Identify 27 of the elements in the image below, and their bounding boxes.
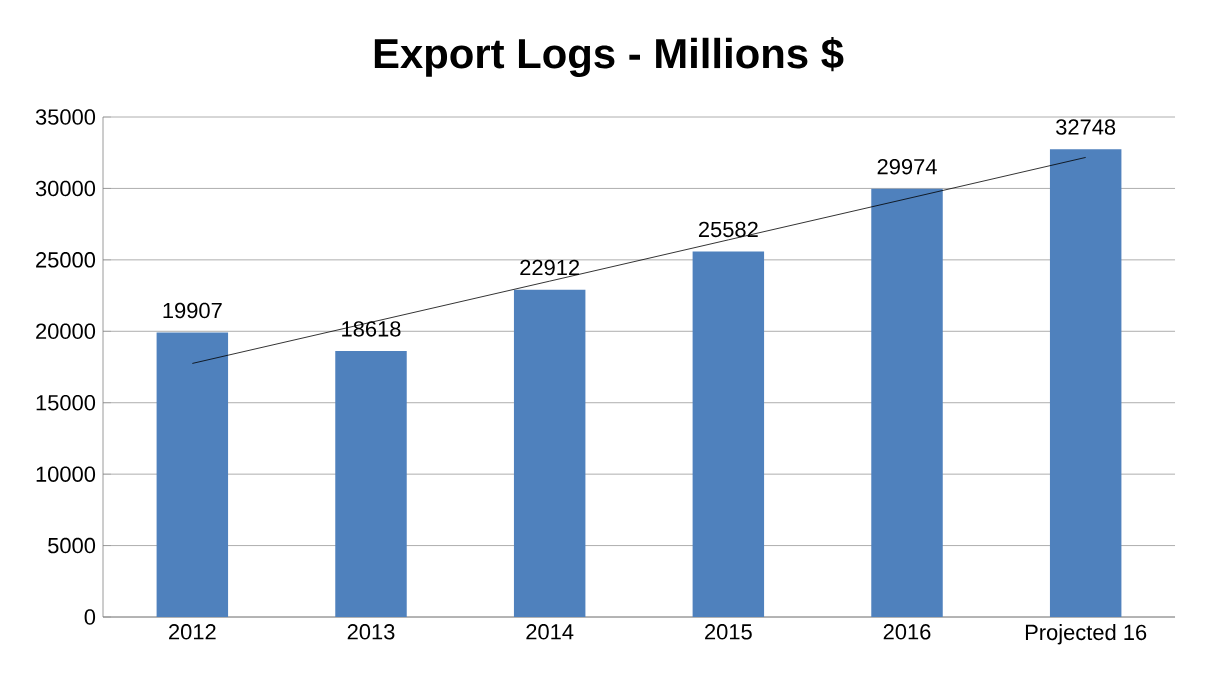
data-label: 29974 [877, 158, 937, 175]
bar [1049, 149, 1122, 617]
x-tick-label: 2013 [347, 624, 395, 640]
y-tick-label: 30000 [35, 180, 96, 197]
data-label: 25582 [698, 221, 758, 238]
y-tick-label: 25000 [36, 252, 96, 268]
bar [156, 332, 229, 617]
y-tick-label: 20000 [36, 323, 96, 340]
y-tick-label: 15000 [36, 394, 96, 411]
chart-title: Export Logs - Millions $ [374, 37, 844, 77]
x-tick-label: 2015 [705, 624, 752, 640]
data-label: 32748 [1056, 119, 1116, 135]
x-tick-label: 2012 [169, 624, 216, 640]
y-tick-label: 0 [84, 609, 96, 625]
x-tick-label: 2016 [883, 624, 931, 640]
data-label: 18618 [342, 321, 401, 337]
bar [871, 188, 943, 617]
y-tick-label: 5000 [48, 537, 96, 554]
bar [335, 351, 407, 617]
bar [513, 289, 586, 617]
data-label: 19907 [163, 302, 222, 319]
y-tick-label: 35000 [35, 109, 96, 125]
x-tick-label: 2014 [526, 624, 574, 640]
y-tick-label: 10000 [36, 466, 96, 482]
bar [692, 251, 765, 617]
x-tick-label: Projected 16 [1025, 624, 1147, 645]
data-label: 22912 [520, 259, 580, 276]
